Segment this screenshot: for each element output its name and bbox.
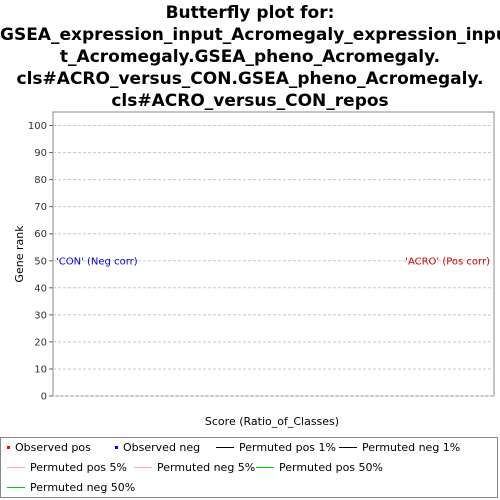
legend-line-icon (7, 467, 25, 468)
legend: Observed pos Observed neg Permuted pos 1% P… (0, 437, 498, 498)
y-tick-label: 100 (28, 121, 47, 132)
y-axis-label: Gene rank (13, 225, 26, 283)
y-tick-label: 80 (34, 175, 47, 186)
neg-corr-annotation: 'CON' (Neg corr) (56, 256, 138, 267)
legend-item: Permuted neg 5% (134, 461, 255, 474)
legend-item: Observed neg (115, 441, 200, 454)
legend-line-icon (216, 447, 234, 448)
title-line-4: cls#ACRO_versus_CON.GSEA_pheno_Acromegal… (16, 69, 484, 89)
legend-label: Observed neg (123, 441, 201, 454)
legend-label: Permuted pos 1% (239, 441, 336, 454)
y-tick-label: 40 (34, 283, 47, 294)
y-tick-label: 60 (34, 229, 47, 240)
y-axis-ticks: 0 10 20 30 40 50 60 70 80 90 100 (28, 121, 53, 403)
y-tick-label: 0 (41, 392, 47, 403)
plot-area (52, 111, 495, 397)
legend-label: Observed pos (15, 441, 91, 454)
legend-item: Permuted neg 50% (7, 481, 135, 494)
legend-item: Observed pos (7, 441, 91, 454)
legend-item: Permuted pos 1% (216, 441, 336, 454)
legend-label: Permuted neg 1% (362, 441, 461, 454)
grid-lines (53, 125, 494, 397)
legend-item: Permuted pos 5% (7, 461, 127, 474)
legend-label: Permuted neg 50% (30, 481, 136, 494)
chart-title: Butterfly plot for: GSEA_expression_inpu… (0, 2, 500, 112)
legend-label: Permuted pos 5% (30, 461, 127, 474)
y-tick-label: 50 (34, 256, 47, 267)
title-line-2: GSEA_expression_input_Acromegaly_express… (0, 25, 500, 45)
legend-item: Permuted pos 50% (256, 461, 383, 474)
y-tick-label: 90 (34, 148, 47, 159)
title-line-3: t_Acromegaly.GSEA_pheno_Acromegaly. (59, 47, 441, 67)
pos-corr-annotation: 'ACRO' (Pos corr) (405, 256, 490, 267)
legend-line-icon (134, 467, 152, 468)
legend-label: Permuted neg 5% (157, 461, 256, 474)
title-line-1: Butterfly plot for: (165, 3, 335, 23)
legend-label: Permuted pos 50% (279, 461, 383, 474)
title-line-5: cls#ACRO_versus_CON_repos (111, 91, 389, 111)
y-tick-label: 30 (34, 310, 47, 321)
legend-line-icon (7, 487, 25, 488)
y-tick-label: 70 (34, 202, 47, 213)
y-tick-label: 10 (34, 364, 47, 375)
legend-dot-icon (7, 446, 10, 449)
legend-item: Permuted neg 1% (339, 441, 460, 454)
legend-line-icon (339, 447, 357, 448)
legend-line-icon (256, 467, 274, 468)
y-tick-label: 20 (34, 337, 47, 348)
legend-dot-icon (115, 446, 118, 449)
x-axis-label: Score (Ratio_of_Classes) (205, 415, 339, 428)
